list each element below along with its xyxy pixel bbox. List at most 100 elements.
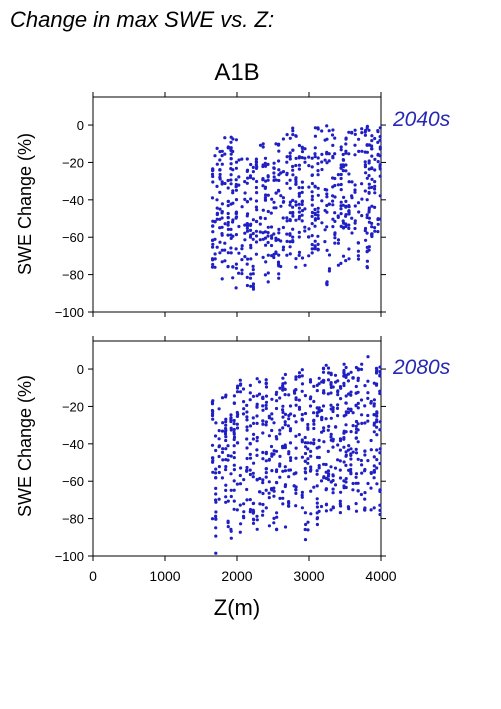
data-point [300,490,304,494]
data-point [376,160,380,164]
data-point [264,260,268,264]
data-point [257,380,262,384]
data-point [270,397,274,401]
data-point [339,166,343,170]
data-point [350,216,354,220]
data-point [370,139,374,143]
data-point [267,414,271,418]
data-point [243,231,247,235]
data-point [277,142,281,146]
data-point [251,218,255,222]
data-point [331,203,335,207]
data-point [312,411,316,415]
data-point [375,420,379,424]
data-point [333,373,338,377]
data-point [274,435,278,439]
data-point [283,420,287,424]
data-point [224,468,228,472]
data-point [229,182,233,186]
data-point [363,491,367,495]
data-point [354,451,359,455]
data-point [303,225,307,229]
data-point [294,257,298,261]
data-point [325,210,329,214]
data-point [336,263,340,267]
data-point [214,421,218,425]
data-point [349,390,353,394]
data-point [258,490,262,494]
data-point [224,438,228,443]
data-point [213,252,217,256]
data-point [294,265,298,269]
data-point [375,458,379,462]
data-point [344,224,348,229]
data-point [264,406,268,411]
data-point [211,168,215,172]
data-point [218,240,222,244]
data-point [251,264,255,268]
data-point [297,250,302,254]
data-point [235,508,239,512]
data-point [303,229,307,233]
data-point [261,481,265,485]
data-point [327,472,331,476]
data-point [300,150,305,154]
data-point [279,204,283,208]
data-point [234,247,238,251]
data-point [238,473,242,478]
data-point [251,394,256,398]
data-point [366,391,370,395]
data-point [211,180,215,184]
data-point [310,190,314,194]
data-point [312,399,316,404]
data-point [264,193,268,197]
data-point [237,158,241,162]
data-point [255,414,259,418]
data-point [213,434,218,438]
data-point [274,178,278,182]
period-label: 2040s [392,108,451,131]
data-point [310,181,314,186]
x-tick-label: 0 [89,568,97,584]
data-point [303,441,307,445]
data-point [320,418,324,422]
x-tick-label: 2000 [221,568,252,584]
data-point [354,404,358,408]
data-point [248,507,253,512]
data-point [370,166,374,170]
data-point [310,194,314,198]
data-point [378,135,382,139]
data-point [310,234,314,238]
data-point [224,423,228,427]
data-point [316,216,320,221]
data-point [242,516,246,520]
data-point [370,144,374,148]
data-point [333,232,337,237]
data-point [278,464,282,468]
data-point [249,284,253,288]
data-point [372,469,376,473]
data-point [288,154,292,158]
data-point [211,459,215,463]
data-point [334,425,338,429]
data-point [288,211,292,215]
data-point [325,203,329,208]
data-point [246,257,250,261]
data-point [272,521,276,525]
data-point [252,461,256,465]
data-point [309,449,313,453]
data-point [264,179,268,183]
data-point [359,492,363,497]
data-point [255,394,259,398]
data-point [245,229,250,233]
data-point [235,386,240,390]
data-point [274,236,278,240]
data-point [229,227,233,231]
data-point [378,167,382,171]
data-point [344,463,348,467]
data-point [283,469,287,473]
data-point [327,152,331,156]
data-point [232,499,236,503]
data-point [267,524,271,528]
data-point [324,503,328,507]
